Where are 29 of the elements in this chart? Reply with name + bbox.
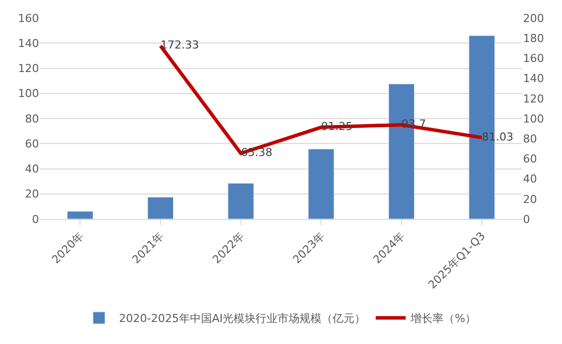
legend-label: 增长率（%） — [410, 312, 476, 326]
data-label: 65.38 — [240, 146, 272, 160]
data-label: 93.7 — [402, 118, 426, 131]
bar — [67, 211, 94, 219]
y-tick-label: 160 — [18, 12, 39, 25]
y-tick-label: 60 — [25, 137, 39, 150]
y2-tick-label: 40 — [523, 172, 537, 186]
y2-tick-label: 200 — [523, 12, 544, 25]
y2-tick-label: 140 — [523, 72, 544, 86]
y-tick-label: 0 — [32, 212, 39, 226]
bar — [228, 183, 254, 219]
y2-tick-label: 80 — [523, 132, 537, 146]
y2-tick-label: 160 — [523, 52, 544, 66]
y2-tick-label: 100 — [523, 112, 544, 126]
y-tick-label: 80 — [25, 112, 39, 126]
y-tick-label: 140 — [18, 36, 39, 50]
y-tick-label: 100 — [18, 87, 39, 100]
y-tick-label: 40 — [25, 162, 39, 176]
y2-tick-label: 0 — [523, 212, 530, 226]
y-tick-label: 120 — [18, 62, 39, 76]
data-label: 172.33 — [160, 38, 199, 52]
y2-tick-label: 120 — [523, 92, 544, 106]
y2-tick-label: 180 — [523, 32, 544, 45]
legend-label: 2020-2025年中国AI光模块行业市场规模（亿元） — [119, 312, 366, 326]
y2-tick-label: 60 — [523, 152, 537, 166]
y-tick-label: 20 — [25, 188, 39, 201]
y2-tick-label: 20 — [523, 192, 537, 206]
bar — [308, 148, 334, 219]
bar — [147, 196, 174, 219]
